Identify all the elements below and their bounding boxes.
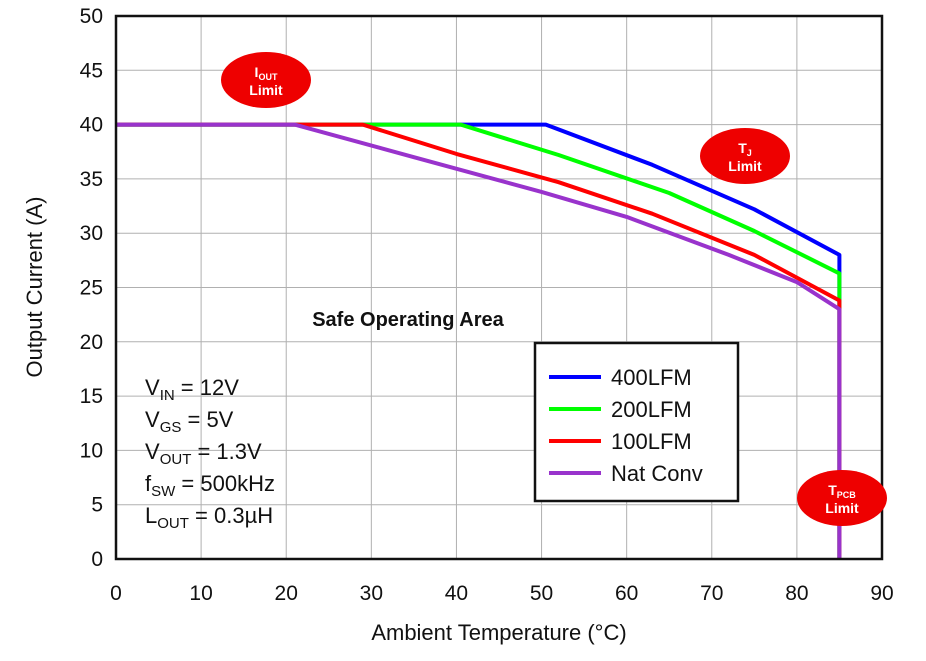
y-tick-label: 10: [80, 439, 103, 462]
series-line-nat-conv: [116, 122, 842, 559]
limit-badge-title: TPCB: [828, 482, 856, 500]
plot-frame: [114, 14, 884, 561]
operating-condition: LOUT = 0.3µH: [145, 503, 273, 532]
legend-label: Nat Conv: [611, 461, 703, 486]
limit-badge-shape: [700, 128, 790, 184]
series-line-100lfm: [116, 122, 842, 559]
x-axis-title: Ambient Temperature (°C): [371, 620, 626, 645]
operating-condition: VOUT = 1.3V: [145, 439, 262, 468]
y-tick-label: 5: [91, 494, 103, 517]
x-tick-label: 10: [189, 582, 212, 605]
y-tick-label: 40: [80, 114, 103, 137]
y-tick-label: 35: [80, 168, 103, 191]
legend-label: 200LFM: [611, 397, 692, 422]
x-tick-label: 70: [700, 582, 723, 605]
x-tick-label: 50: [530, 582, 553, 605]
limit-badge-text: Limit: [249, 82, 283, 98]
limit-badge-text: Limit: [728, 158, 762, 174]
y-tick-label: 25: [80, 277, 103, 300]
x-tick-label: 30: [360, 582, 383, 605]
x-tick-labels: 0 10 20 30 40 50 60 70 80 90: [110, 582, 894, 605]
limit-badge-title: IOUT: [255, 64, 278, 82]
operating-condition: fSW = 500kHz: [145, 471, 275, 500]
y-tick-label: 0: [91, 548, 103, 571]
legend-label: 400LFM: [611, 365, 692, 390]
legend: 400LFM 200LFM 100LFM Nat Conv: [533, 341, 740, 503]
limit-badge-title: TJ: [738, 140, 752, 158]
y-tick-labels: 0 5 10 15 20 25 30 35 40 45 50: [80, 5, 103, 571]
safe-operating-area-label: Safe Operating Area: [312, 309, 504, 331]
limit-badge-shape: [797, 470, 887, 526]
x-tick-label: 60: [615, 582, 638, 605]
limit-badge-text: Limit: [825, 500, 859, 516]
limit-badge-shape: [221, 52, 311, 108]
x-tick-label: 80: [785, 582, 808, 605]
legend-label: 100LFM: [611, 429, 692, 454]
x-tick-label: 0: [110, 582, 122, 605]
x-tick-label: 20: [275, 582, 298, 605]
series-lines: [116, 122, 842, 559]
y-tick-label: 45: [80, 59, 103, 82]
x-tick-label: 40: [445, 582, 468, 605]
y-tick-label: 50: [80, 5, 103, 28]
operating-conditions: VIN = 12V VGS = 5V VOUT = 1.3V fSW = 500kHz…: [145, 375, 275, 532]
series-line-200lfm: [116, 122, 842, 559]
y-tick-label: 30: [80, 222, 103, 245]
x-tick-label: 90: [870, 582, 893, 605]
y-axis-title: Output Current (A): [22, 197, 47, 378]
y-tick-label: 15: [80, 385, 103, 408]
operating-condition: VGS = 5V: [145, 407, 234, 436]
operating-condition: VIN = 12V: [145, 375, 239, 404]
y-tick-label: 20: [80, 331, 103, 354]
